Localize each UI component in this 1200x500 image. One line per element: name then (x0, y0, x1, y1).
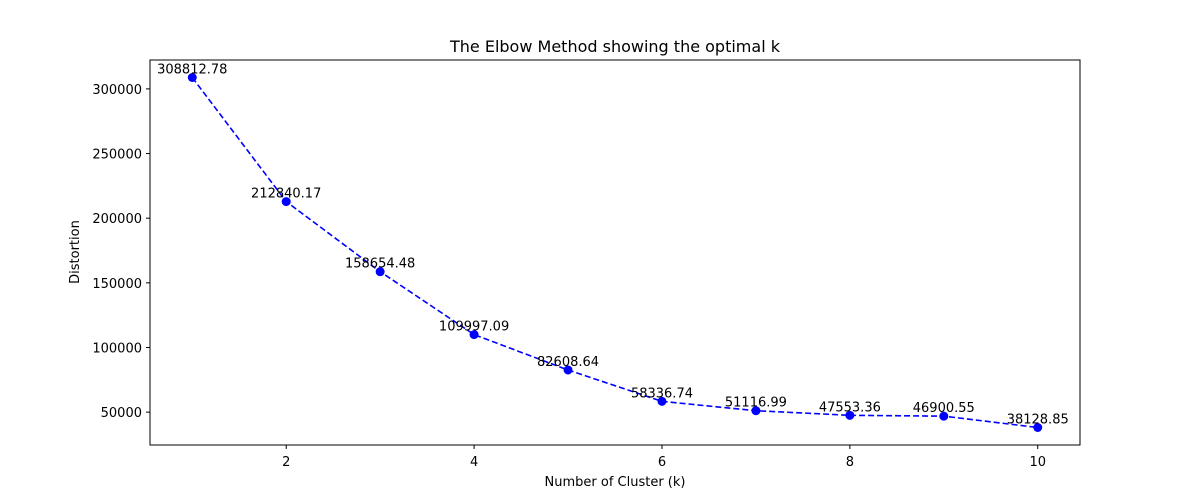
y-tick-label: 300000 (92, 83, 142, 98)
plot-area: 308812.78 212840.17 158654.48 109997.09 8260… (149, 59, 1081, 446)
plot-frame (149, 59, 1081, 446)
x-tick-label: 10 (1029, 455, 1046, 470)
data-label: 308812.78 (157, 62, 227, 77)
y-axis-label: Distortion (68, 220, 83, 284)
data-label: 47553.36 (819, 400, 881, 415)
y-tick-label: 200000 (92, 212, 142, 227)
data-label: 158654.48 (345, 257, 415, 272)
data-labels: 308812.78 212840.17 158654.48 109997.09 8260… (157, 62, 1069, 427)
data-label: 212840.17 (251, 187, 321, 202)
y-axis: 50000 100000 150000 200000 250000 300000 (92, 83, 150, 421)
data-point (375, 267, 385, 277)
data-point (469, 330, 479, 340)
data-point (281, 197, 291, 207)
data-label: 82608.64 (537, 355, 599, 370)
data-point (1033, 423, 1043, 433)
x-tick-label: 8 (846, 455, 854, 470)
x-axis: 2 4 6 8 10 (282, 445, 1046, 470)
data-label: 38128.85 (1007, 413, 1069, 428)
chart-title: The Elbow Method showing the optimal k (449, 37, 781, 56)
data-label: 109997.09 (439, 320, 509, 335)
x-tick-label: 4 (470, 455, 478, 470)
data-label: 58336.74 (631, 386, 693, 401)
x-axis-label: Number of Cluster (k) (545, 475, 686, 490)
distortion-line (191, 77, 1038, 429)
distortion-series (187, 72, 1043, 433)
x-tick-label: 6 (658, 455, 666, 470)
data-point (751, 406, 761, 416)
data-point (845, 410, 855, 420)
y-tick-label: 100000 (92, 342, 142, 357)
x-tick-label: 2 (282, 455, 290, 470)
y-tick-label: 250000 (92, 148, 142, 163)
data-label: 46900.55 (913, 401, 975, 416)
data-point (939, 411, 949, 421)
data-point (563, 365, 573, 375)
y-tick-label: 50000 (101, 406, 142, 421)
y-tick-label: 150000 (92, 277, 142, 292)
data-point (657, 396, 667, 406)
data-label: 51116.99 (725, 396, 787, 411)
data-point (187, 72, 197, 82)
